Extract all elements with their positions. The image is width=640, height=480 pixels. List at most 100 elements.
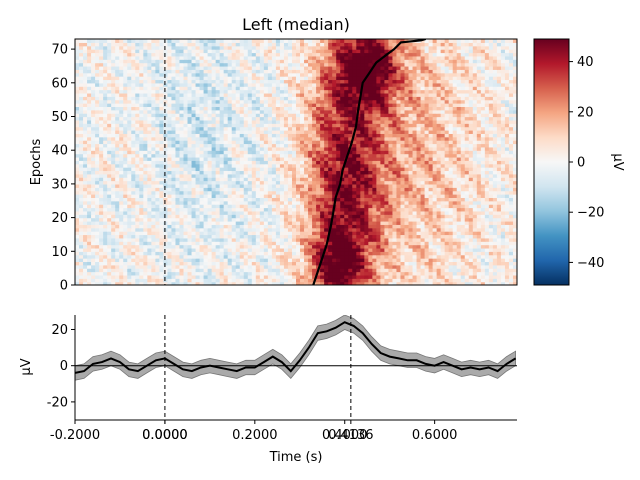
heatmap-cell: [91, 224, 96, 229]
heatmap-cell: [91, 217, 96, 222]
heatmap-cell: [348, 187, 353, 192]
heatmap-cell: [388, 264, 394, 269]
heatmap-cell: [183, 231, 189, 236]
heatmap-cell: [159, 231, 164, 236]
heatmap-cell: [468, 210, 474, 215]
heatmap-cell: [279, 183, 285, 188]
heatmap-cell: [203, 143, 209, 148]
heatmap-cell: [291, 146, 297, 151]
heatmap-cell: [504, 268, 510, 273]
heatmap-cell: [171, 258, 177, 263]
heatmap-cell: [488, 143, 494, 148]
heatmap-cell: [496, 173, 502, 178]
heatmap-cell: [412, 133, 418, 138]
heatmap-cell: [263, 146, 269, 151]
heatmap-cell: [231, 241, 237, 246]
heatmap-cell: [512, 187, 517, 192]
heatmap-cell: [324, 220, 329, 225]
heatmap-cell: [147, 150, 152, 155]
heatmap-cell: [512, 210, 517, 215]
heatmap-cell: [203, 173, 209, 178]
heatmap-cell: [159, 190, 164, 195]
heatmap-cell: [243, 261, 249, 266]
heatmap-cell: [143, 220, 148, 225]
heatmap-cell: [227, 258, 233, 263]
heatmap-cell: [500, 146, 506, 151]
heatmap-cell: [336, 140, 341, 145]
heatmap-cell: [300, 180, 305, 185]
heatmap-cell: [304, 146, 309, 151]
heatmap-cell: [239, 133, 245, 138]
heatmap-cell: [384, 150, 390, 155]
heatmap-cell: [384, 268, 390, 273]
heatmap-cell: [320, 180, 325, 185]
heatmap-cell: [456, 200, 462, 205]
heatmap-cell: [304, 224, 309, 229]
heatmap-cell: [287, 247, 293, 252]
heatmap-cell: [380, 244, 385, 249]
heatmap-cell: [364, 278, 369, 283]
heatmap-cell: [304, 261, 309, 266]
heatmap-cell: [336, 274, 341, 279]
heatmap-cell: [271, 140, 277, 145]
heatmap-cell: [243, 150, 249, 155]
heatmap-cell: [368, 177, 373, 182]
heatmap-cell: [235, 224, 241, 229]
heatmap-cell: [283, 244, 289, 249]
heatmap-cell: [364, 180, 369, 185]
heatmap-cell: [436, 224, 442, 229]
heatmap-cell: [291, 177, 297, 182]
heatmap-cell: [139, 271, 144, 276]
heatmap-cell: [460, 146, 466, 151]
heatmap-cell: [291, 180, 297, 185]
heatmap-cell: [448, 264, 454, 269]
heatmap-cell: [95, 187, 100, 192]
heatmap-cell: [348, 180, 353, 185]
heatmap-cell: [223, 264, 229, 269]
heatmap-cell: [147, 281, 152, 285]
heatmap-cell: [508, 150, 514, 155]
heatmap-cell: [484, 271, 490, 276]
heatmap-cell: [376, 136, 381, 141]
heatmap-cell: [324, 268, 329, 273]
heatmap-cell: [396, 254, 402, 259]
heatmap-cell: [151, 278, 156, 283]
heatmap-cell: [356, 170, 361, 175]
heatmap-cell: [135, 143, 140, 148]
heatmap-cell: [199, 258, 205, 263]
heatmap-cell: [215, 261, 221, 266]
heatmap-cell: [500, 210, 506, 215]
heatmap-cell: [135, 194, 140, 198]
heatmap-cell: [115, 217, 120, 222]
heatmap-cell: [348, 150, 353, 155]
heatmap-cell: [83, 258, 88, 263]
heatmap-cell: [312, 224, 317, 229]
heatmap-cell: [328, 146, 333, 151]
heatmap-cell: [267, 274, 273, 279]
heatmap-cell: [504, 251, 510, 256]
heatmap-cell: [428, 187, 434, 192]
heatmap-cell: [424, 180, 430, 185]
heatmap-cell: [291, 194, 297, 198]
heatmap-cell: [436, 167, 442, 172]
heatmap-cell: [291, 237, 297, 242]
heatmap-cell: [420, 177, 426, 182]
heatmap-cell: [456, 187, 462, 192]
heatmap-cell: [195, 136, 201, 141]
heatmap-cell: [396, 150, 402, 155]
heatmap-cell: [191, 207, 197, 212]
heatmap-cell: [167, 264, 173, 269]
heatmap-cell: [416, 177, 422, 182]
heatmap-cell: [432, 278, 438, 283]
heatmap-cell: [304, 204, 309, 209]
heatmap-cell: [396, 153, 402, 158]
heatmap-cell: [420, 156, 426, 161]
heatmap-cell: [251, 227, 257, 232]
heatmap-cell: [472, 150, 478, 155]
heatmap-cell: [111, 200, 116, 205]
heatmap-cell: [255, 231, 261, 236]
heatmap-cell: [231, 163, 237, 168]
heatmap-cell: [304, 153, 309, 158]
heatmap-cell: [111, 173, 116, 178]
heatmap-cell: [476, 241, 482, 246]
